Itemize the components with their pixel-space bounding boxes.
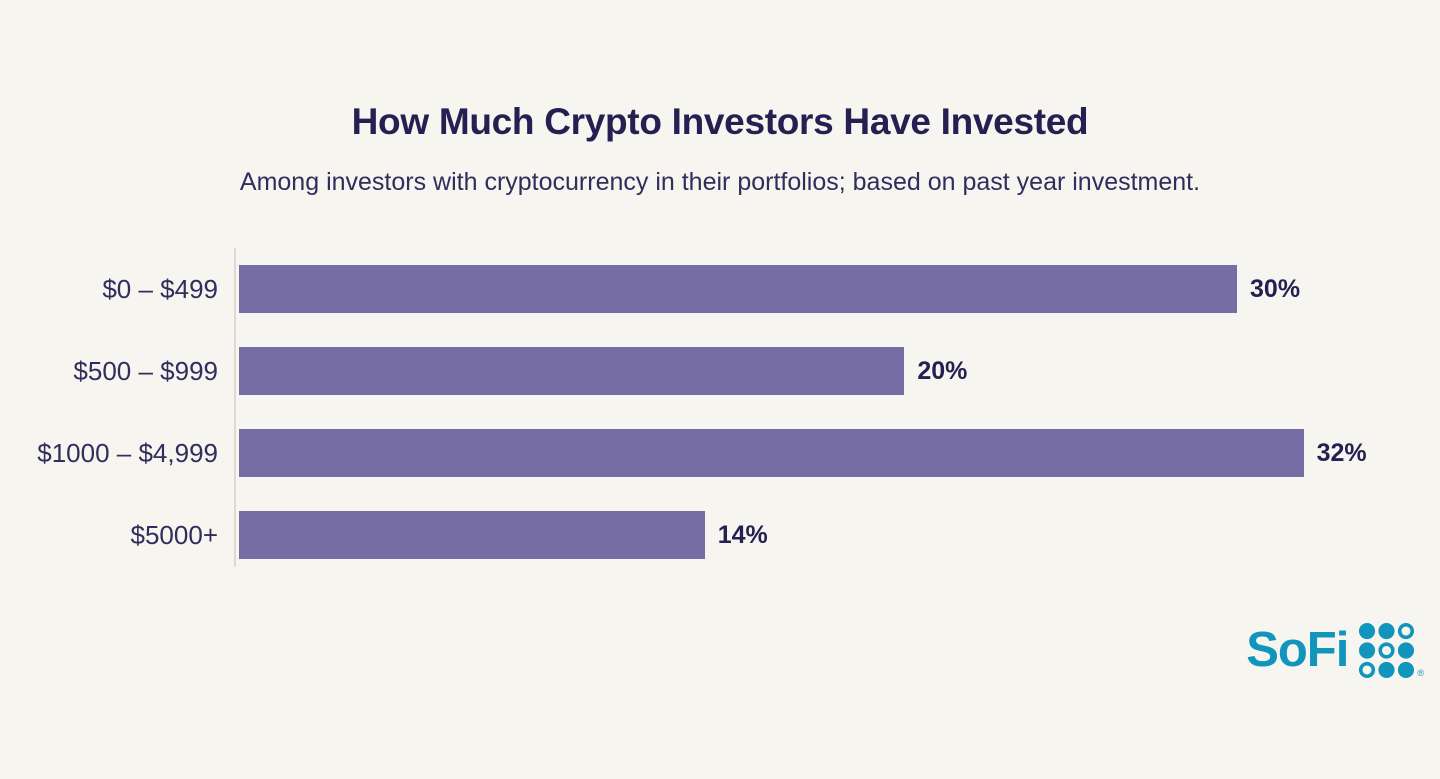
bar-row: $500 – $999 20% (20, 347, 1420, 395)
chart-title: How Much Crypto Investors Have Invested (351, 101, 1089, 142)
category-label: $5000+ (130, 519, 218, 550)
bar-row: $0 – $499 30% (20, 265, 1420, 313)
sofi-wordmark: SoFi (1246, 623, 1349, 677)
category-label: $500 – $999 (73, 355, 218, 386)
bar-track: 14% (234, 511, 1420, 559)
bar-track: 30% (234, 265, 1420, 313)
bar-row: $5000+ 14% (20, 511, 1420, 559)
chart-header: How Much Crypto Investors Have Invested … (0, 103, 1440, 195)
category-label: $0 – $499 (102, 273, 218, 304)
bar-track: 20% (234, 347, 1420, 395)
value-label: 14% (717, 520, 768, 549)
bar-track: 32% (234, 429, 1420, 477)
bar-chart: $0 – $499 30% $500 – $999 20% $1000 – $4… (20, 248, 1420, 567)
bar (239, 429, 1304, 477)
value-label: 32% (1316, 438, 1367, 467)
bar (239, 347, 905, 395)
sofi-logo-dots-icon (1359, 622, 1415, 679)
bar-row: $1000 – $4,999 32% (20, 429, 1420, 477)
chart-subtitle: Among investors with cryptocurrency in t… (239, 168, 1201, 196)
bar (239, 511, 705, 559)
value-label: 30% (1250, 274, 1301, 303)
registered-trademark: ® (1417, 668, 1424, 678)
bar (239, 265, 1238, 313)
value-label: 20% (917, 356, 968, 385)
sofi-logo: SoFi ® (1246, 621, 1424, 680)
category-label: $1000 – $4,999 (37, 437, 218, 468)
